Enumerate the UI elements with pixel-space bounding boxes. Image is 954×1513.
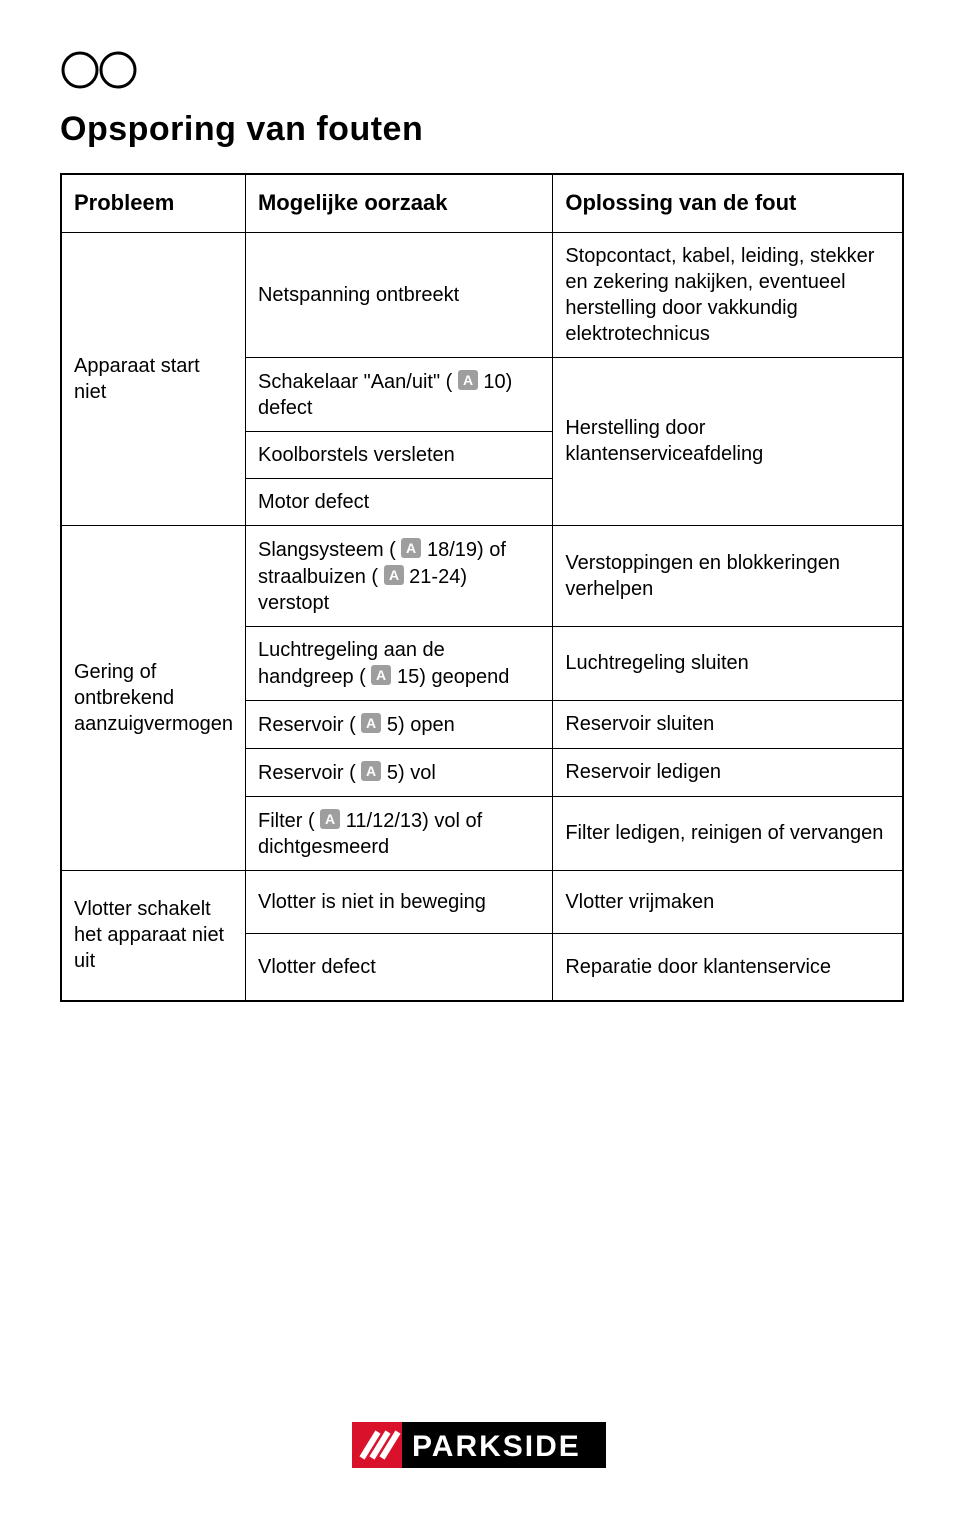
text: ) vol <box>398 762 436 784</box>
cell-cause: Vlotter is niet in beweging <box>245 870 552 933</box>
table-row: Apparaat start niet Netspanning ontbreek… <box>61 232 903 357</box>
troubleshoot-table: Probleem Mogelijke oorzaak Oplossing van… <box>60 173 904 1002</box>
cell-problem: Apparaat start niet <box>61 232 245 525</box>
cell-fix: Herstelling door klantenserviceafdeling <box>553 357 903 525</box>
cell-fix: Luchtregeling sluiten <box>553 626 903 700</box>
text: 21-24 <box>409 566 460 588</box>
text: Schakelaar "Aan/uit" ( <box>258 371 452 393</box>
text: Slangsysteem ( <box>258 539 396 561</box>
text: ) geopend <box>419 666 509 688</box>
text: 5 <box>387 762 398 784</box>
text: 11/12/13 <box>346 810 422 832</box>
ref-icon <box>458 370 478 397</box>
cell-cause: Filter ( 11/12/13) vol of dichtgesmeerd <box>245 796 552 870</box>
text: ) open <box>398 714 455 736</box>
cell-cause: Motor defect <box>245 478 552 525</box>
cell-fix: Filter ledigen, reinigen of vervangen <box>553 796 903 870</box>
th-problem: Probleem <box>61 174 245 232</box>
cell-cause: Koolborstels versleten <box>245 431 552 478</box>
text: 5 <box>387 714 398 736</box>
ref-icon <box>401 538 421 565</box>
ref-icon <box>361 761 381 788</box>
ref-icon <box>371 665 391 692</box>
th-cause: Mogelijke oorzaak <box>245 174 552 232</box>
page-title: Opsporing van fouten <box>60 110 904 149</box>
cell-cause: Reservoir ( 5) open <box>245 700 552 748</box>
cell-fix: Vlotter vrijmaken <box>553 870 903 933</box>
table-header-row: Probleem Mogelijke oorzaak Oplossing van… <box>61 174 903 232</box>
text: 18/19 <box>427 539 477 561</box>
parkside-logo: PARKSIDE <box>352 1422 612 1468</box>
text: Filter ( <box>258 810 315 832</box>
text: Reservoir ( <box>258 714 356 736</box>
brand-footer: PARKSIDE <box>60 1422 904 1473</box>
text: 15 <box>397 666 419 688</box>
cell-problem: Vlotter schakelt het apparaat niet uit <box>61 870 245 1001</box>
cell-fix: Reservoir sluiten <box>553 700 903 748</box>
cell-fix: Reparatie door klantenservice <box>553 933 903 1001</box>
cell-cause: Schakelaar "Aan/uit" ( 10) defect <box>245 357 552 431</box>
cell-cause: Luchtregeling aan de handgreep ( 15) geo… <box>245 626 552 700</box>
cell-cause: Vlotter defect <box>245 933 552 1001</box>
cell-cause: Netspanning ontbreekt <box>245 232 552 357</box>
nav-page-indicator <box>60 50 904 90</box>
cell-fix: Verstoppingen en blokkeringen verhelpen <box>553 525 903 626</box>
th-fix: Oplossing van de fout <box>553 174 903 232</box>
cell-cause: Slangsysteem ( 18/19) of straalbuizen ( … <box>245 525 552 626</box>
table-row: Vlotter schakelt het apparaat niet uit V… <box>61 870 903 933</box>
text: 10 <box>483 371 505 393</box>
cell-fix: Stopcontact, kabel, leiding, stekker en … <box>553 232 903 357</box>
ref-icon <box>361 713 381 740</box>
cell-cause: Reservoir ( 5) vol <box>245 748 552 796</box>
svg-text:PARKSIDE: PARKSIDE <box>412 1430 581 1463</box>
cell-fix: Reservoir ledigen <box>553 748 903 796</box>
cell-problem: Gering of ontbrekend aanzuigvermogen <box>61 525 245 870</box>
text: Reservoir ( <box>258 762 356 784</box>
ref-icon <box>384 565 404 592</box>
ref-icon <box>320 809 340 836</box>
table-row: Gering of ontbrekend aanzuigvermogen Sla… <box>61 525 903 626</box>
